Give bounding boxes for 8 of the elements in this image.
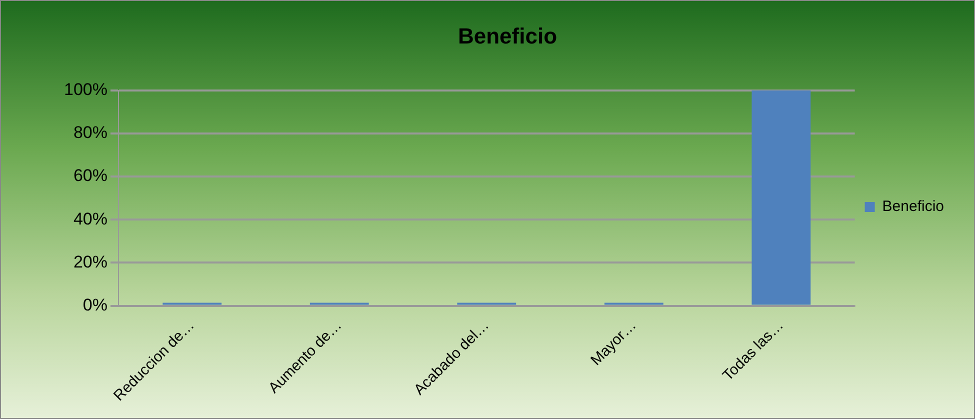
y-tick-label: 40%: [73, 209, 108, 228]
legend-label: Beneficio: [882, 198, 944, 216]
chart-title: Beneficio: [458, 23, 558, 48]
y-tick-label: 20%: [73, 252, 108, 272]
y-tick-label: 80%: [73, 123, 108, 142]
y-tick-label: 0%: [82, 295, 108, 314]
y-tick-label: 60%: [73, 166, 108, 186]
y-tick-label: 100%: [64, 80, 108, 100]
